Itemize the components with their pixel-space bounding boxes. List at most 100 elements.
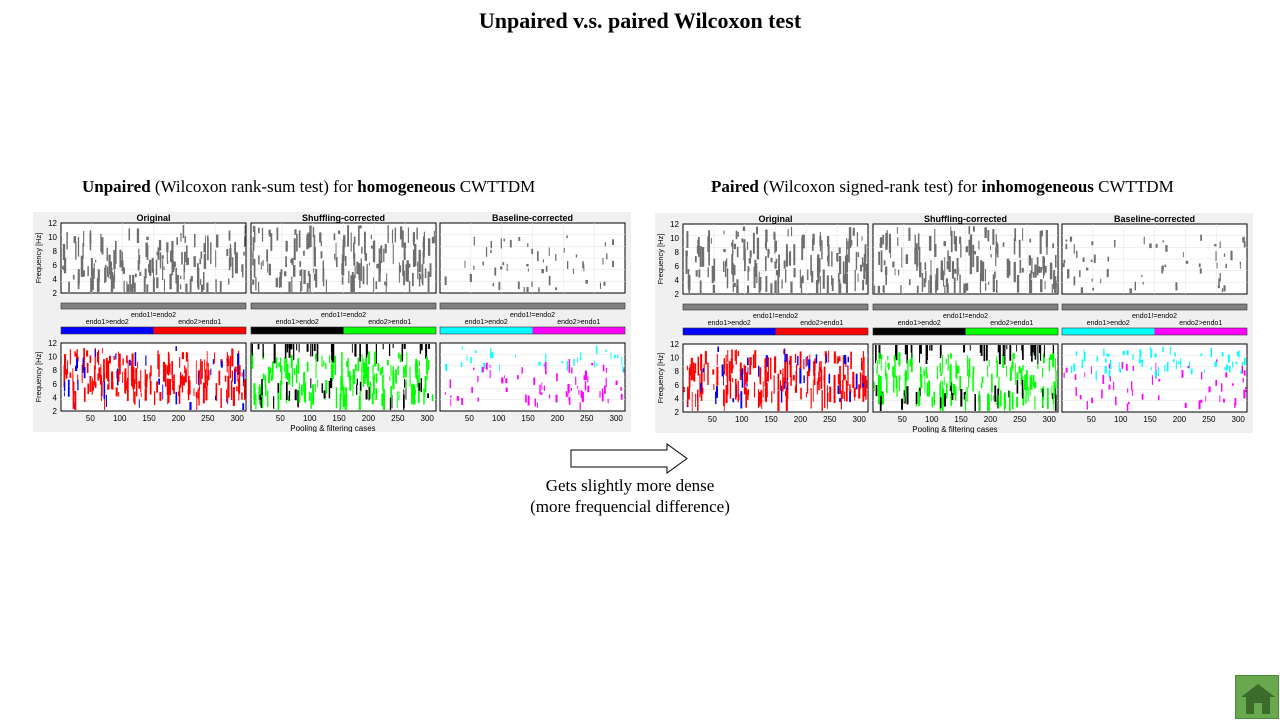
legend-right-label: endo2>endo1 [1179,320,1222,327]
y-tick-label: 10 [670,234,679,243]
legend-neq-label: endo1!=endo2 [753,313,798,320]
x-tick-label: 300 [853,415,867,424]
y-tick-label: 12 [48,219,57,228]
legend-left-label: endo1>endo2 [86,319,129,326]
legend-color-b [965,328,1058,335]
figure-svg: Frequency [Hz] Frequency [Hz] 12 10 8 6 4 2 12 10… [34,213,626,432]
x-tick-label: 300 [610,414,624,423]
x-tick-label: 250 [391,414,405,423]
y-tick-label: 8 [53,247,58,256]
panel-title: Baseline-corrected [1114,214,1195,224]
legend-color-b [775,328,868,335]
legend-gray-bar [872,303,1059,311]
y-tick-label: 6 [53,261,58,270]
legend-color-a [873,328,966,335]
arrow-note: Gets slightly more dense (more frequenci… [490,475,770,517]
legend-left-label: endo1>endo2 [465,319,508,326]
legend-color-a [440,327,533,334]
x-tick-label: 250 [1013,415,1027,424]
x-tick-label: 200 [551,414,565,423]
right-caption-bold1: Paired [711,177,759,196]
x-tick-label: 100 [1114,415,1128,424]
x-tick-label: 200 [172,414,186,423]
legend-gray-bar [682,303,869,311]
home-button[interactable] [1235,675,1279,719]
y-tick-label: 12 [670,220,679,229]
y-tick-label: 8 [53,366,58,375]
x-tick-label: 150 [764,415,778,424]
legend-gray-bar [60,302,247,310]
left-caption-text2: CWTTDM [455,177,536,196]
right-arrow [570,443,688,474]
x-tick-label: 200 [794,415,808,424]
right-caption-text2: CWTTDM [1093,177,1174,196]
y-tick-label: 4 [53,393,58,402]
legend-left-label: endo1>endo2 [898,320,941,327]
x-tick-label: 100 [303,414,317,423]
y-tick-label: 8 [675,367,680,376]
x-tick-label: 250 [580,414,594,423]
x-tick-label: 200 [984,415,998,424]
x-tick-label: 200 [1173,415,1187,424]
legend-color-b [1154,328,1247,335]
x-tick-label: 50 [86,414,95,423]
x-tick-label: 100 [735,415,749,424]
x-tick-label: 100 [925,415,939,424]
panel-title: Shuffling-corrected [924,214,1007,224]
left-caption-bold2: homogeneous [357,177,456,196]
legend-neq-label: endo1!=endo2 [131,312,176,319]
y-tick-label: 4 [53,275,58,284]
x-tick-label: 100 [492,414,506,423]
legend-right-label: endo2>endo1 [990,320,1033,327]
x-tick-label: 250 [823,415,837,424]
left-caption-text1: (Wilcoxon rank-sum test) for [150,177,358,196]
right-caption-text1: (Wilcoxon signed-rank test) for [758,177,982,196]
legend-color-b [153,327,246,334]
legend-color-b [343,327,436,334]
paired-figure: Frequency [Hz] Frequency [Hz] 12 10 8 6 4 2 12 10… [655,213,1253,433]
y-tick-label: 10 [48,233,57,242]
y-tick-label: 2 [53,407,58,416]
right-caption-bold2: inhomogeneous [981,177,1094,196]
y-axis-label: Frequency [Hz] [34,233,43,284]
x-tick-label: 150 [521,414,535,423]
x-tick-label: 50 [465,414,474,423]
y-tick-label: 2 [675,290,680,299]
panel-title: Original [136,213,170,223]
panel-title: Shuffling-corrected [302,213,385,223]
y-tick-label: 2 [53,289,58,298]
arrow-note-line2: (more frequencial difference) [530,497,730,516]
y-tick-label: 4 [675,394,680,403]
legend-color-b [532,327,625,334]
panel-title: Original [758,214,792,224]
legend-right-label: endo2>endo1 [368,319,411,326]
x-tick-label: 150 [954,415,968,424]
x-tick-label: 150 [142,414,156,423]
legend-right-label: endo2>endo1 [178,319,221,326]
legend-neq-label: endo1!=endo2 [510,312,555,319]
legend-right-label: endo2>endo1 [800,320,843,327]
x-tick-label: 300 [1232,415,1246,424]
legend-color-a [61,327,154,334]
x-axis-label: Pooling & filtering cases [290,424,375,432]
legend-left-label: endo1>endo2 [276,319,319,326]
x-tick-label: 300 [231,414,245,423]
x-tick-label: 150 [1143,415,1157,424]
y-tick-label: 6 [675,262,680,271]
y-tick-label: 2 [675,408,680,417]
x-tick-label: 50 [898,415,907,424]
y-tick-label: 12 [48,339,57,348]
legend-gray-bar [1061,303,1248,311]
legend-color-a [683,328,776,335]
x-tick-label: 250 [201,414,215,423]
x-tick-label: 300 [1043,415,1057,424]
x-tick-label: 200 [362,414,376,423]
y-tick-label: 6 [53,380,58,389]
legend-neq-label: endo1!=endo2 [321,312,366,319]
legend-gray-bar [439,302,626,310]
panel-title: Baseline-corrected [492,213,573,223]
x-tick-label: 50 [708,415,717,424]
x-tick-label: 150 [332,414,346,423]
y-tick-label: 8 [675,248,680,257]
y-tick-label: 10 [670,354,679,363]
